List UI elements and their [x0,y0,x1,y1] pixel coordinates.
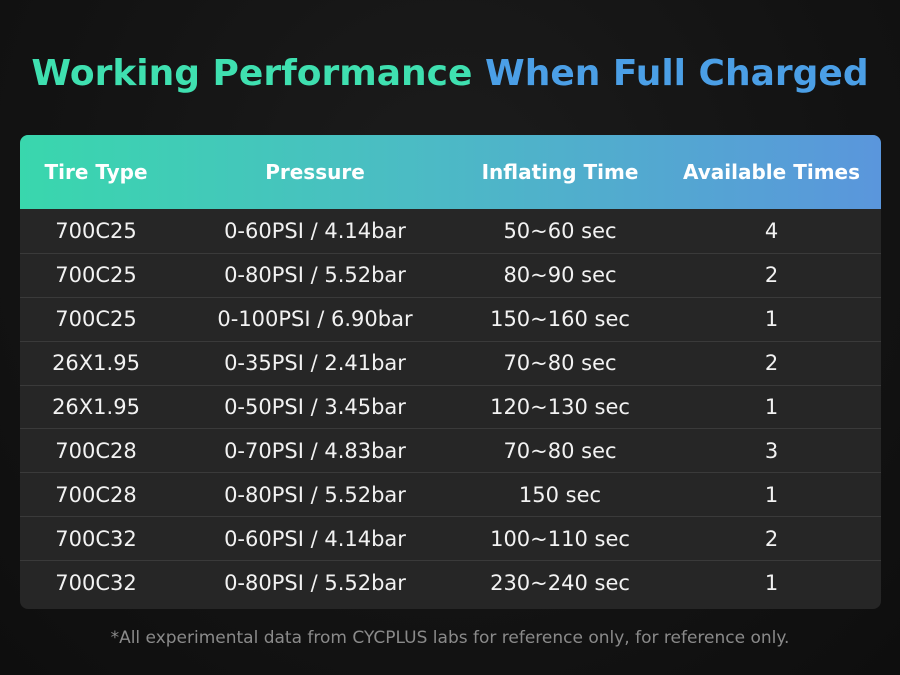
cell-available-times: 1 [764,395,779,419]
header-tire-type: Tire Type [44,160,148,184]
cell-inflating-time: 120~130 sec [490,395,630,419]
title-part-when-full-charged: When Full Charged [484,53,869,94]
cell-available-times: 1 [764,307,779,332]
table-row: 700C28 0-70PSI / 4.83bar 70~80 sec 3 [20,428,881,472]
table-header: Tire Type Pressure Inflating Time Availa… [20,135,881,209]
cell-inflating-time: 70~80 sec [503,351,617,376]
cell-inflating-time: 150~160 sec [490,307,630,332]
table-row: 26X1.95 0-35PSI / 2.41bar 70~80 sec 2 [20,340,881,385]
table-row: 700C28 0-80PSI / 5.52bar 150 sec 1 [20,472,881,516]
cell-pressure: 0-60PSI / 4.14bar [224,218,406,243]
cell-inflating-time: 80~90 sec [503,263,617,288]
cell-tire-type: 700C32 [55,570,137,595]
cell-tire-type: 700C25 [55,218,137,243]
cell-available-times: 2 [764,263,779,288]
cell-pressure: 0-80PSI / 5.52bar [224,570,406,595]
header-available-times: Available Times [682,160,860,184]
cell-pressure: 0-80PSI / 5.52bar [224,263,406,288]
cell-inflating-time: 150 sec [518,482,602,507]
cell-tire-type: 700C25 [55,263,137,288]
cell-inflating-time: 50~60 sec [503,218,617,243]
footnote: *All experimental data from CYCPLUS labs… [110,628,790,648]
cell-available-times: 1 [764,570,779,595]
cell-tire-type: 700C28 [55,438,137,463]
cell-tire-type: 26X1.95 [52,351,140,376]
cell-available-times: 3 [764,438,779,463]
cell-tire-type: 26X1.95 [52,395,140,419]
cell-pressure: 0-50PSI / 3.45bar [224,395,406,419]
table-row: 700C32 0-80PSI / 5.52bar 230~240 sec 1 [20,560,881,604]
table-row: 700C32 0-60PSI / 4.14bar 100~110 sec 2 [20,516,881,560]
cell-available-times: 1 [764,482,779,507]
cell-tire-type: 700C32 [55,526,137,551]
cell-pressure: 0-100PSI / 6.90bar [217,307,413,332]
cell-pressure: 0-60PSI / 4.14bar [224,526,406,551]
header-pressure: Pressure [265,160,365,184]
table-row: 26X1.95 0-50PSI / 3.45bar 120~130 sec 1 [20,384,881,429]
cell-pressure: 0-70PSI / 4.83bar [224,438,406,463]
cell-available-times: 2 [764,351,779,376]
performance-table: Tire Type Pressure Inflating Time Availa… [20,135,881,609]
cell-pressure: 0-35PSI / 2.41bar [224,351,406,376]
cell-tire-type: 700C28 [55,482,137,507]
cell-available-times: 4 [764,218,779,243]
title-part-working-performance: Working Performance [31,53,473,94]
table-row: 700C25 0-80PSI / 5.52bar 80~90 sec 2 [20,252,881,297]
cell-available-times: 2 [764,526,779,551]
header-inflating-time: Inflating Time [481,160,639,184]
cell-inflating-time: 100~110 sec [490,526,630,551]
table-body: 700C25 0-60PSI / 4.14bar 50~60 sec 4 700… [20,209,881,604]
table-row: 700C25 0-60PSI / 4.14bar 50~60 sec 4 [20,209,881,253]
table-row: 700C25 0-100PSI / 6.90bar 150~160 sec 1 [20,296,881,341]
cell-tire-type: 700C25 [55,307,137,332]
page-title: Working Performance When Full Charged [0,52,900,96]
cell-inflating-time: 230~240 sec [490,570,630,595]
cell-inflating-time: 70~80 sec [503,438,617,463]
cell-pressure: 0-80PSI / 5.52bar [224,482,406,507]
